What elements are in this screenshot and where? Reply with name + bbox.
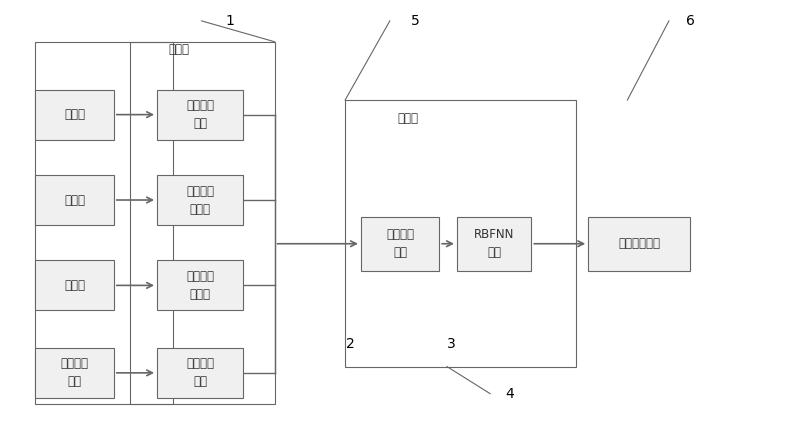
Text: 传感器: 传感器 [64,108,85,121]
Bar [157,90,243,139]
Text: 3: 3 [446,337,455,351]
Text: 地铁列车
总线: 地铁列车 总线 [61,357,89,388]
Bar [35,175,114,225]
Text: 下位机: 下位机 [169,43,190,57]
Bar [457,217,531,271]
Bar [588,217,690,271]
Text: 2: 2 [346,337,355,351]
Text: 分类处理
模块: 分类处理 模块 [386,228,414,259]
Text: 数字量采
集模块: 数字量采 集模块 [186,270,214,301]
Text: 模拟量: 模拟量 [64,193,85,207]
Text: 6: 6 [686,14,694,28]
Text: 模拟量采
集模块: 模拟量采 集模块 [186,184,214,215]
Bar [157,348,243,398]
Text: 1: 1 [226,14,234,28]
Bar [157,175,243,225]
Text: 故障诊断结果: 故障诊断结果 [618,237,660,250]
Text: 上位机: 上位机 [398,112,418,125]
Bar [345,100,576,367]
Text: 总线接口
模块: 总线接口 模块 [186,357,214,388]
Text: 4: 4 [506,387,514,401]
Text: 5: 5 [411,14,420,28]
Bar [157,261,243,310]
Text: RBFNN
模块: RBFNN 模块 [474,228,514,259]
Bar [361,217,439,271]
Bar [35,261,114,310]
Bar [35,90,114,139]
Bar [35,42,173,404]
Bar [35,348,114,398]
Text: 采集转换
模块: 采集转换 模块 [186,99,214,130]
Text: 数字量: 数字量 [64,279,85,292]
Bar [130,42,274,404]
